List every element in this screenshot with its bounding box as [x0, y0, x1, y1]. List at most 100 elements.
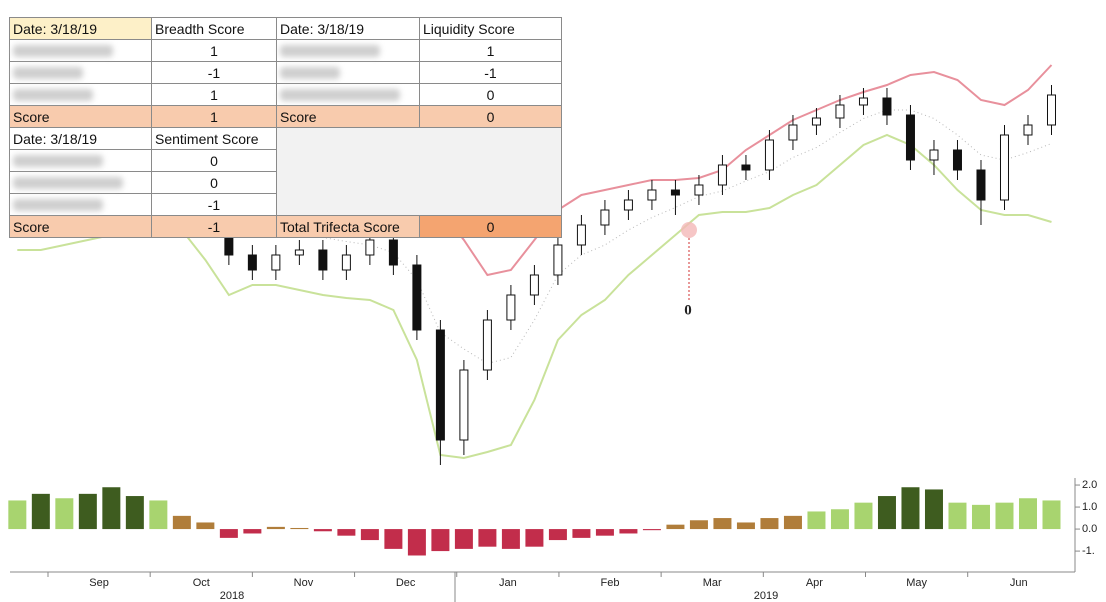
cell: -1	[151, 215, 277, 238]
candle-body	[788, 124, 798, 141]
y-tick-label: 2.0	[1082, 479, 1097, 491]
cell: Breadth Score	[151, 17, 277, 40]
bar	[125, 496, 144, 530]
candle-body	[811, 117, 821, 126]
empty-area	[276, 127, 562, 216]
cell: -1	[151, 61, 277, 84]
candle-body	[1046, 94, 1056, 126]
candle-body	[388, 239, 398, 266]
cell: Score	[276, 105, 420, 128]
bar	[854, 502, 873, 530]
candle-body	[647, 189, 657, 201]
bar	[736, 522, 755, 530]
bar	[619, 529, 638, 534]
candle-body	[694, 184, 704, 196]
cell: 1	[419, 39, 562, 62]
cell: Date: 3/18/19	[9, 127, 152, 150]
bar	[807, 511, 826, 530]
cell: -1	[419, 61, 562, 84]
bar	[760, 518, 779, 530]
candle-body	[623, 199, 633, 211]
annotation: 0	[684, 302, 692, 318]
bar	[454, 529, 473, 549]
bar	[55, 498, 74, 530]
y-tick-label: 1.0	[1082, 501, 1097, 513]
cell: Score	[9, 215, 152, 238]
cell: Liquidity Score	[419, 17, 562, 40]
cell: Date: 3/18/19	[9, 17, 152, 40]
candle-body	[764, 139, 774, 171]
bar	[713, 518, 732, 530]
blurred-cell	[9, 61, 152, 84]
bar	[266, 526, 285, 530]
candle-body	[482, 319, 492, 371]
candle-body	[670, 189, 680, 196]
x-tick-label: Apr	[806, 577, 823, 589]
bar	[431, 529, 450, 552]
candle-body	[999, 134, 1009, 201]
bar	[149, 500, 168, 530]
cell: 0	[419, 105, 562, 128]
candle-body	[576, 224, 586, 246]
bar	[877, 496, 896, 530]
y-tick-label: 0.0	[1082, 523, 1097, 535]
signal-marker	[681, 222, 697, 238]
bar	[971, 504, 990, 530]
bar	[384, 529, 403, 549]
candle-body	[905, 114, 915, 161]
candle-body	[529, 274, 539, 296]
x-tick-label: Feb	[601, 577, 620, 589]
bar	[78, 493, 97, 530]
candle-body	[600, 209, 610, 226]
bar	[1018, 498, 1037, 530]
candle-body	[412, 264, 422, 331]
band-line	[17, 133, 1052, 460]
cell: 0	[419, 215, 562, 238]
bar	[901, 487, 920, 530]
bar	[407, 529, 426, 556]
cell: 0	[151, 149, 277, 172]
bar	[478, 529, 497, 547]
cell: 1	[151, 105, 277, 128]
cell: Date: 3/18/19	[276, 17, 420, 40]
x-tick-label: Jun	[1010, 577, 1028, 589]
candle-body	[365, 239, 375, 256]
bar	[783, 515, 802, 530]
year-label: 2019	[754, 590, 778, 602]
cell: 1	[151, 39, 277, 62]
cell: 1	[151, 83, 277, 106]
candle-body	[506, 294, 516, 321]
bar	[8, 500, 27, 530]
blurred-cell	[276, 61, 420, 84]
x-tick-label: Jan	[499, 577, 517, 589]
candle-body	[858, 97, 868, 106]
bar	[995, 502, 1014, 530]
bar	[290, 527, 309, 530]
bar	[525, 529, 544, 547]
cell: -1	[151, 193, 277, 216]
x-tick-label: Sep	[89, 577, 109, 589]
bar	[196, 522, 215, 530]
bar	[666, 524, 685, 530]
year-label: 2018	[220, 590, 244, 602]
bar	[948, 502, 967, 530]
bar	[642, 529, 661, 531]
bar	[219, 529, 238, 538]
candle-body	[318, 249, 328, 271]
candle-body	[952, 149, 962, 171]
bar	[572, 529, 591, 538]
x-tick-label: Dec	[396, 577, 416, 589]
indicator-panel: 2.0 1.0 0.0 -1. Sep Oct Nov Dec Jan Feb Mar Apr May J…	[8, 479, 1097, 589]
blurred-cell	[9, 149, 152, 172]
bar	[548, 529, 567, 541]
bar	[243, 529, 262, 534]
blurred-cell	[9, 83, 152, 106]
y-tick-label: -1.	[1082, 545, 1095, 557]
bar	[360, 529, 379, 541]
cell: Total Trifecta Score	[276, 215, 420, 238]
candle-body	[294, 249, 304, 256]
candle-body	[976, 169, 986, 201]
candle-body	[459, 369, 469, 441]
